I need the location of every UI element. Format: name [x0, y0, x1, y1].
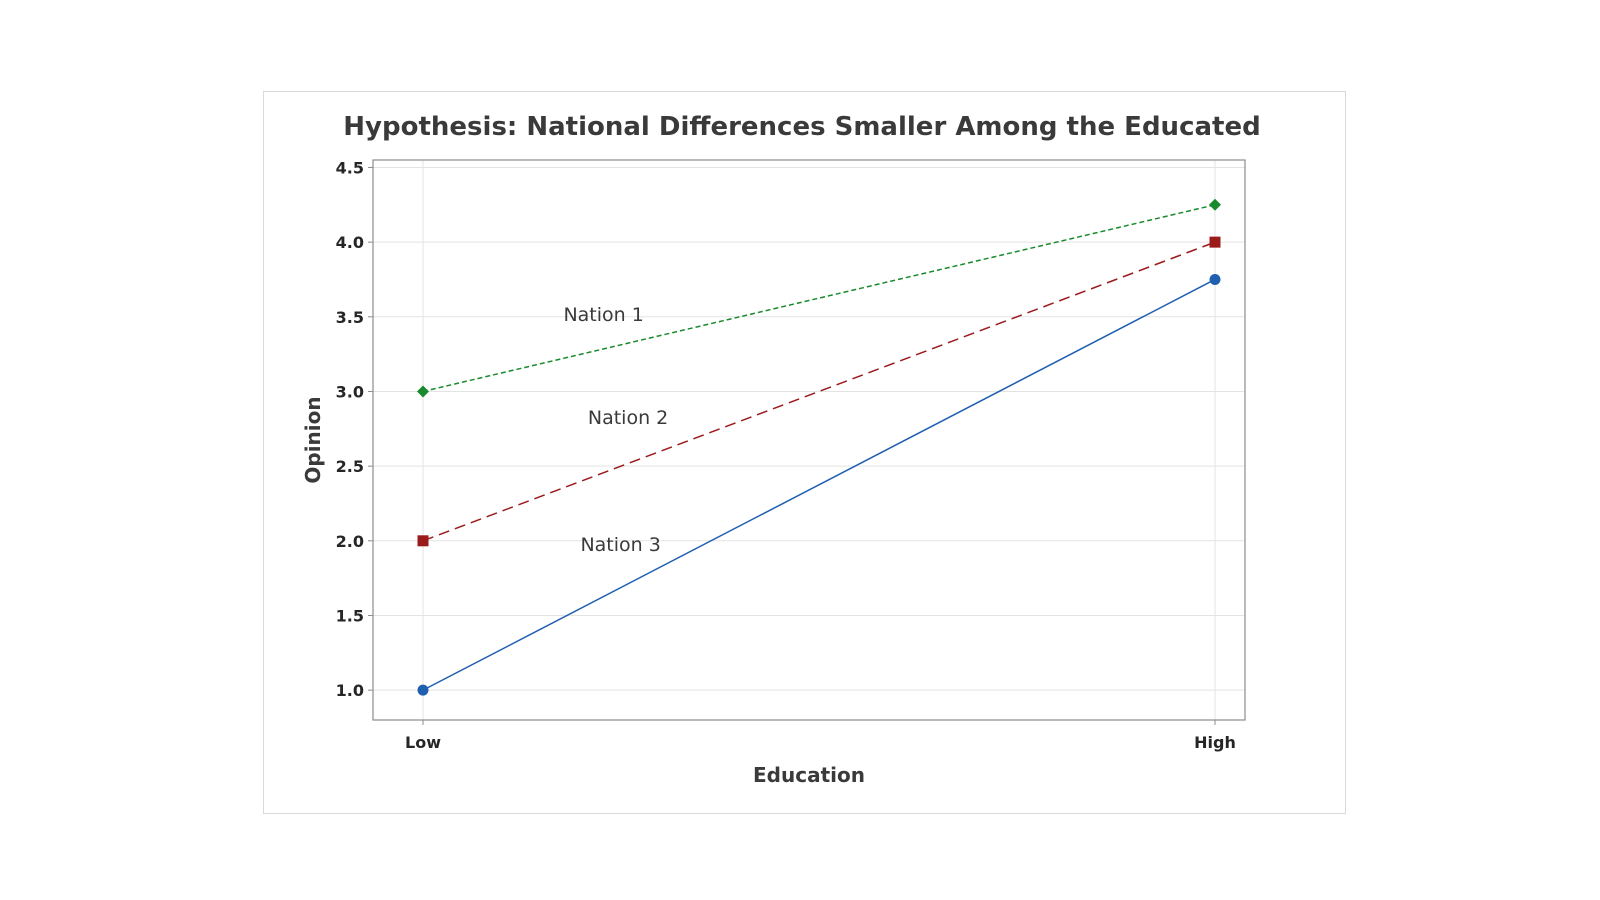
data-point-diamond	[1209, 198, 1221, 211]
x-axis-label: Education	[753, 763, 865, 787]
data-point-square	[417, 535, 429, 547]
y-axis-label: Opinion	[301, 396, 325, 483]
y-tick-label: 1.0	[336, 681, 364, 700]
data-point-circle	[417, 684, 429, 696]
y-tick-label: 4.0	[336, 233, 364, 252]
data-point-diamond	[417, 385, 429, 398]
y-tick-label: 3.0	[336, 382, 364, 401]
series-line-3	[422, 278, 1216, 691]
data-point-square	[1209, 236, 1221, 248]
y-tick-label: 2.0	[336, 532, 364, 551]
line-chart: Hypothesis: National Differences Smaller…	[301, 112, 1261, 787]
x-tick-label: High	[1194, 733, 1236, 752]
x-axis-ticks: Low High	[405, 720, 1236, 752]
series-line-2	[422, 241, 1216, 542]
series-annotation: Nation 3	[580, 534, 660, 556]
y-tick-label: 2.5	[336, 457, 364, 476]
y-tick-label: 4.5	[336, 158, 364, 177]
gridlines	[373, 160, 1245, 720]
data-point-circle	[1209, 273, 1221, 285]
y-tick-label: 3.5	[336, 308, 364, 327]
series-annotations: Nation 1 Nation 2 Nation 3	[563, 304, 668, 556]
chart-title: Hypothesis: National Differences Smaller…	[343, 112, 1260, 142]
y-tick-label: 1.5	[336, 606, 364, 625]
y-axis-ticks: 1.0 1.5 2.0 2.5 3.0 3.5 4.0 4.5	[336, 158, 373, 700]
chart-frame: Hypothesis: National Differences Smaller…	[263, 91, 1346, 814]
series-annotation: Nation 2	[588, 407, 668, 429]
data-series	[417, 198, 1221, 696]
x-tick-label: Low	[405, 733, 441, 752]
series-line-1	[422, 204, 1216, 393]
plot-area-border	[372, 159, 1246, 721]
series-annotation: Nation 1	[563, 304, 643, 326]
